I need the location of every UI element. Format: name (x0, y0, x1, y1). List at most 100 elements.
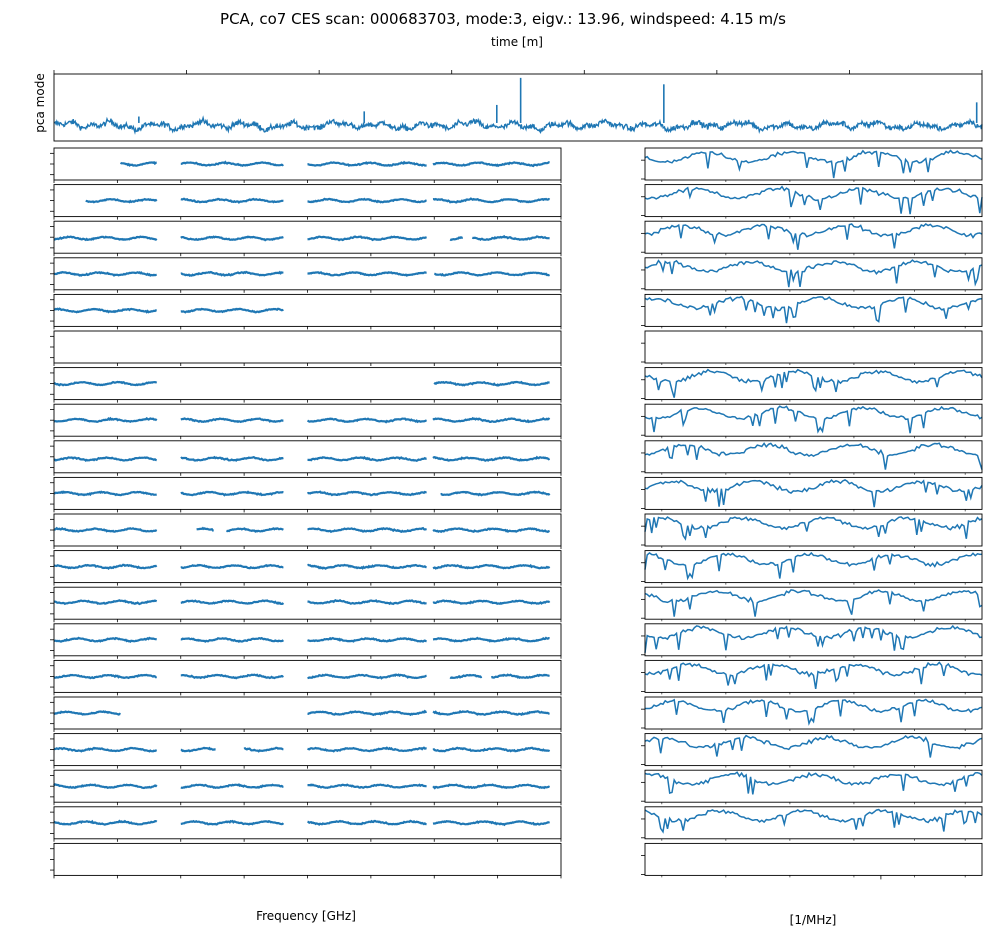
feed-17-segment-3 (307, 746, 427, 753)
feed-20-spectrum-frame (644, 842, 983, 876)
feed-8-segment-1 (180, 417, 284, 424)
feed-13-spectrum (644, 589, 983, 617)
feed-6-spectrum-frame (644, 330, 983, 364)
feed-18-segment-3 (432, 783, 550, 790)
feed-15-segment-1 (180, 673, 284, 680)
feed-3-spectrum-frame (644, 220, 983, 254)
feed-4-segment-1 (180, 270, 284, 278)
feed-15-segment-2 (307, 673, 427, 680)
feed-13-spectrum-frame (644, 586, 983, 620)
top-panel (53, 70, 983, 142)
feed-17-segment-0 (53, 746, 158, 753)
feed-5-spectrum-frame (644, 293, 983, 327)
feed-row-14 (50, 623, 983, 659)
feed-row-2 (50, 184, 983, 220)
feed-1-segment-3 (432, 161, 550, 168)
feed-row-15 (50, 659, 983, 696)
feed-2-spectrum (644, 185, 983, 215)
feed-4-spectrum-frame (644, 257, 983, 291)
pca-mode-series (53, 115, 983, 135)
feed-row-8 (50, 403, 983, 440)
feed-row-18 (50, 769, 983, 806)
feed-6-freq-frame (53, 330, 562, 364)
feed-2-spectrum-frame (644, 184, 983, 218)
feed-14-segment-3 (432, 636, 550, 643)
feed-10-segment-1 (180, 490, 284, 497)
feed-4-segment-3 (434, 271, 550, 277)
feed-15-segment-3 (449, 673, 483, 680)
feed-row-17 (50, 733, 983, 769)
feed-9-segment-1 (180, 455, 284, 462)
feed-row-9 (50, 440, 983, 476)
feed-10-segment-2 (306, 490, 427, 497)
feed-4-spectrum (644, 259, 983, 288)
feed-8-segment-0 (53, 416, 158, 423)
feed-10-segment-0 (53, 490, 157, 497)
feed-3-segment-3 (449, 236, 463, 242)
feed-row-20 (50, 842, 983, 879)
feed-9-segment-0 (53, 456, 157, 463)
feed-11-segment-3 (307, 526, 427, 534)
feed-17-spectrum (644, 734, 983, 758)
feed-10-segment-3 (440, 490, 551, 497)
feed-row-6 (50, 330, 983, 366)
feed-19-segment-1 (180, 819, 285, 826)
feed-7-segment-1 (433, 380, 550, 387)
feed-1-segment-0 (119, 161, 157, 167)
feed-9-spectrum (644, 442, 983, 470)
feed-15-segment-0 (53, 673, 157, 680)
feed-17-segment-1 (180, 746, 216, 753)
feed-18-segment-2 (307, 783, 427, 789)
feed-8-spectrum-frame (644, 403, 983, 437)
feed-5-segment-0 (53, 307, 157, 314)
spectrum-x-axis-label: [1/MHz] (790, 913, 837, 927)
feed-14-segment-1 (180, 636, 285, 643)
feed-row-16 (50, 696, 983, 732)
feed-2-segment-2 (307, 197, 427, 204)
feed-14-segment-0 (53, 636, 158, 643)
feed-1-segment-2 (307, 160, 427, 168)
feed-19-segment-3 (432, 820, 550, 827)
feed-13-segment-2 (307, 598, 427, 606)
feed-11-segment-4 (432, 527, 550, 534)
feed-15-segment-4 (490, 673, 550, 680)
feed-4-segment-0 (54, 270, 157, 277)
feed-11-segment-0 (54, 526, 158, 533)
feed-7-spectrum (644, 368, 983, 398)
feed-10-spectrum (644, 479, 983, 508)
feed-13-segment-3 (432, 599, 551, 606)
feed-4-segment-2 (307, 271, 427, 277)
feed-row-12 (50, 550, 983, 586)
feed-16-segment-2 (432, 709, 550, 716)
feed-17-segment-4 (432, 746, 551, 753)
feed-20-freq-frame (53, 842, 562, 876)
feed-3-spectrum (644, 223, 983, 250)
feed-16-spectrum-frame (644, 696, 983, 730)
feed-9-freq-frame (53, 440, 562, 474)
feed-12-segment-2 (307, 563, 427, 570)
feed-7-segment-0 (53, 380, 158, 387)
feed-10-spectrum-frame (644, 476, 983, 510)
feed-3-segment-4 (471, 234, 550, 241)
feed-19-spectrum-frame (644, 806, 983, 840)
feed-14-spectrum-frame (644, 623, 983, 657)
feed-row-3 (50, 220, 983, 257)
feed-row-10 (50, 476, 983, 513)
feed-12-spectrum (644, 551, 983, 581)
feed-2-segment-3 (432, 197, 551, 204)
feed-1-spectrum-frame (644, 147, 983, 181)
feed-11-segment-2 (226, 527, 284, 533)
feed-18-spectrum (644, 771, 983, 795)
feed-3-segment-1 (180, 235, 284, 242)
feed-16-spectrum (645, 698, 983, 726)
feed-row-1 (50, 147, 983, 183)
feed-12-segment-1 (180, 563, 284, 570)
feed-8-segment-3 (432, 416, 551, 424)
feed-row-19 (50, 806, 983, 842)
feed-18-segment-1 (180, 783, 284, 789)
feed-19-spectrum (644, 808, 983, 834)
feed-3-segment-0 (53, 235, 158, 242)
feed-9-segment-3 (432, 455, 551, 462)
top-x-axis-label: time [m] (491, 35, 543, 49)
